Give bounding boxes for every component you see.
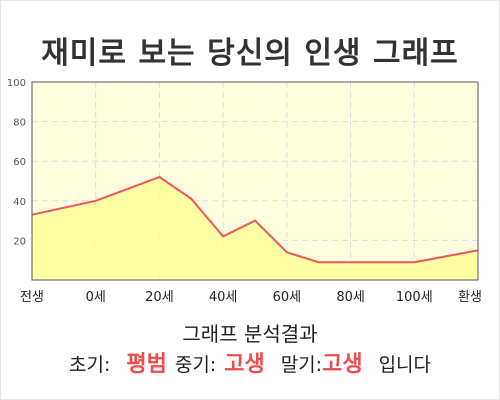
- middle-value: 고생: [224, 352, 265, 377]
- result-summary: 초기: 평범 중기: 고생 말기:고생 입니다: [0, 346, 500, 378]
- late-label: 말기:: [280, 354, 323, 376]
- x-tick-label: 100세: [396, 290, 433, 305]
- x-tick-label: 60세: [273, 290, 302, 305]
- line-series: [31, 175, 479, 264]
- area-series-fill: [32, 177, 478, 280]
- plot-border: [31, 81, 479, 281]
- y-axis-ticks: 20 40 60 80 100: [7, 78, 26, 247]
- x-tick-label: 환생: [458, 290, 482, 305]
- x-tick-label: 전생: [20, 290, 44, 305]
- early-value: 평범: [126, 352, 167, 377]
- x-axis-ticks: 전생 0세 20세 40세 60세 80세 100세 환생: [20, 290, 482, 305]
- early-label: 초기:: [68, 354, 111, 376]
- late-value: 고생: [322, 352, 363, 377]
- result-suffix: 입니다: [378, 354, 432, 376]
- x-tick-label: 40세: [209, 290, 238, 305]
- middle-label: 중기:: [174, 354, 217, 376]
- x-tick-label: 20세: [145, 290, 174, 305]
- result-heading: 그래프 분석결과: [182, 322, 318, 346]
- y-tick-label: 40: [13, 197, 26, 208]
- x-tick-label: 0세: [86, 290, 106, 305]
- y-tick-label: 100: [7, 78, 26, 89]
- x-tick-label: 80세: [336, 290, 365, 305]
- chart-title: 재미로 보는 당신의 인생 그래프: [41, 36, 459, 71]
- y-tick-label: 80: [13, 118, 26, 129]
- y-tick-label: 20: [13, 236, 26, 247]
- y-tick-label: 60: [13, 157, 26, 168]
